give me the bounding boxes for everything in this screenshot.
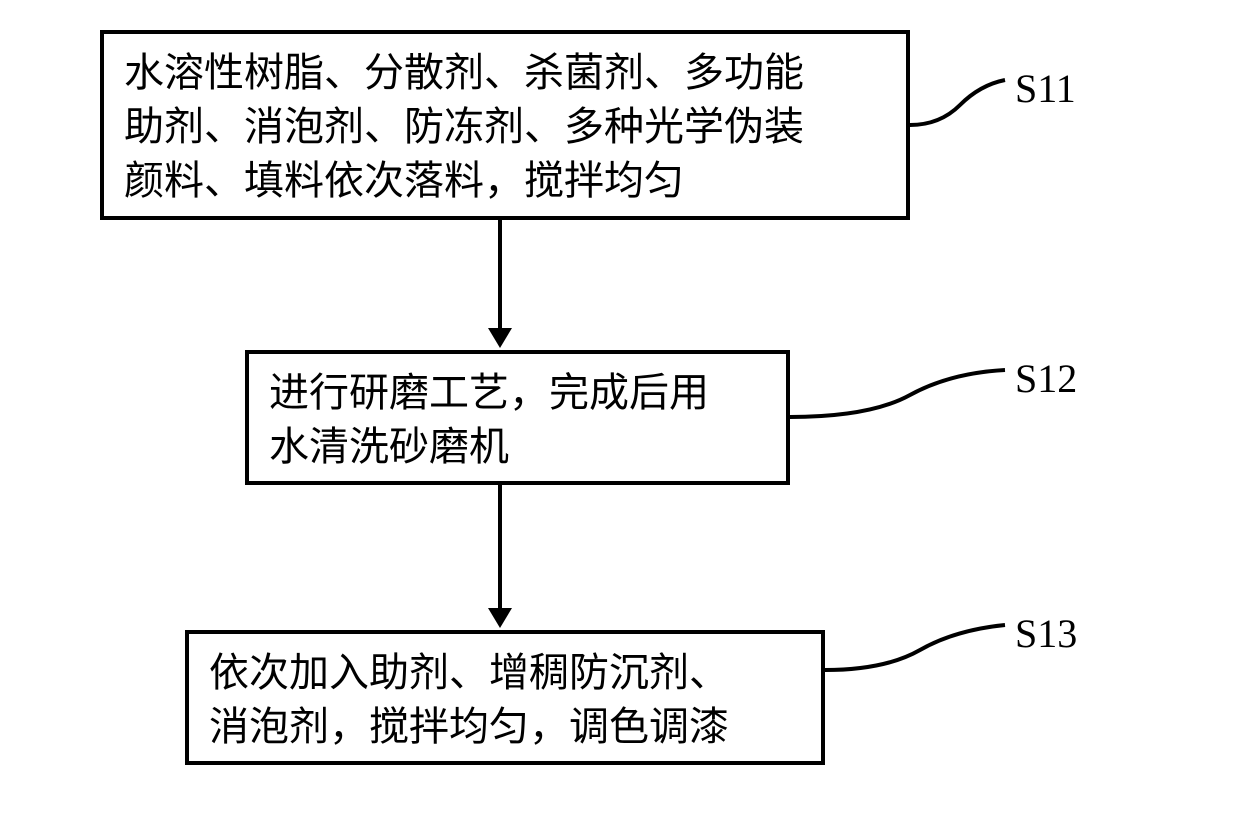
arrow-1-head (488, 328, 512, 348)
label-s11: S11 (1015, 65, 1076, 112)
connector-s13 (825, 620, 1010, 680)
flowchart-node-2: 进行研磨工艺，完成后用 水清洗砂磨机 (245, 350, 790, 485)
arrow-1-line (498, 220, 502, 330)
connector-s12 (790, 365, 1010, 425)
arrow-2-head (488, 608, 512, 628)
connector-s11 (910, 75, 1010, 135)
node-1-text: 水溶性树脂、分散剂、杀菌剂、多功能 助剂、消泡剂、防冻剂、多种光学伪装 颜料、填… (124, 46, 886, 208)
arrow-2-line (498, 485, 502, 610)
label-s12: S12 (1015, 355, 1077, 402)
flowchart-node-1: 水溶性树脂、分散剂、杀菌剂、多功能 助剂、消泡剂、防冻剂、多种光学伪装 颜料、填… (100, 30, 910, 220)
node-3-text: 依次加入助剂、增稠防沉剂、 消泡剂，搅拌均匀，调色调漆 (209, 646, 801, 754)
label-s13: S13 (1015, 610, 1077, 657)
node-2-text: 进行研磨工艺，完成后用 水清洗砂磨机 (269, 366, 766, 474)
flowchart-node-3: 依次加入助剂、增稠防沉剂、 消泡剂，搅拌均匀，调色调漆 (185, 630, 825, 765)
